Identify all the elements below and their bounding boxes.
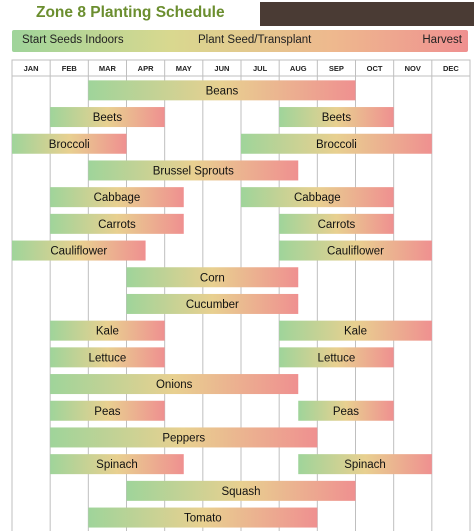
bar-label-lettuce-1: Lettuce	[89, 352, 127, 364]
bar-broccoli-2	[241, 133, 432, 154]
bar-squash-1	[126, 480, 356, 501]
month-label-sep: SEP	[329, 64, 344, 73]
bar-spinach-1	[50, 454, 184, 475]
bar-label-beans-1: Beans	[206, 85, 239, 97]
bar-lettuce-1	[50, 347, 165, 368]
month-label-apr: APR	[138, 64, 154, 73]
legend-start-indoors: Start Seeds Indoors	[22, 34, 124, 46]
bar-label-onions-1: Onions	[156, 379, 193, 391]
bar-peas-1	[50, 400, 165, 421]
bar-cabbage-2	[241, 187, 394, 208]
bar-spinach-2	[298, 454, 432, 475]
month-label-jan: JAN	[24, 64, 39, 73]
bar-label-cucumber-1: Cucumber	[186, 299, 239, 311]
month-label-feb: FEB	[62, 64, 78, 73]
bar-kale-2	[279, 320, 432, 341]
bar-cauliflower-1	[12, 240, 146, 261]
legend-plant: Plant Seed/Transplant	[198, 34, 312, 46]
bar-tomato-1	[88, 507, 318, 528]
bar-label-spinach-1: Spinach	[96, 459, 138, 471]
bar-label-kale-2: Kale	[344, 326, 367, 338]
chart-title: Zone 8 Planting Schedule	[36, 4, 225, 21]
bar-kale-1	[50, 320, 165, 341]
bar-label-kale-1: Kale	[96, 326, 119, 338]
month-label-oct: OCT	[367, 64, 383, 73]
bar-label-beets-1: Beets	[93, 112, 123, 124]
month-label-jul: JUL	[253, 64, 268, 73]
bar-broccoli-1	[12, 133, 127, 154]
bar-onions-1	[50, 374, 299, 395]
bar-cauliflower-2	[279, 240, 432, 261]
bar-brussel-sprouts-1	[88, 160, 299, 181]
bar-label-beets-2: Beets	[322, 112, 352, 124]
bar-label-tomato-1: Tomato	[184, 513, 222, 525]
bar-label-cabbage-2: Cabbage	[294, 192, 341, 204]
bar-label-carrots-2: Carrots	[318, 219, 356, 231]
month-label-may: MAY	[176, 64, 192, 73]
bar-label-broccoli-2: Broccoli	[316, 139, 357, 151]
month-label-dec: DEC	[443, 64, 459, 73]
bar-carrots-2	[279, 213, 394, 234]
bar-lettuce-2	[279, 347, 394, 368]
bar-cabbage-1	[50, 187, 184, 208]
bar-label-carrots-1: Carrots	[98, 219, 136, 231]
bar-label-peppers-1: Peppers	[162, 432, 205, 444]
month-label-jun: JUN	[214, 64, 229, 73]
bar-cucumber-1	[126, 293, 299, 314]
legend-harvest: Harvest	[422, 34, 462, 46]
bar-label-broccoli-1: Broccoli	[49, 139, 90, 151]
bar-corn-1	[126, 267, 299, 288]
bar-label-squash-1: Squash	[221, 486, 260, 498]
bar-label-cabbage-1: Cabbage	[94, 192, 141, 204]
bar-label-cauliflower-1: Cauliflower	[50, 246, 107, 258]
month-label-nov: NOV	[405, 64, 421, 73]
bar-carrots-1	[50, 213, 184, 234]
bar-label-cauliflower-2: Cauliflower	[327, 246, 384, 258]
bar-label-peas-2: Peas	[333, 406, 359, 418]
bar-label-brussel-sprouts-1: Brussel Sprouts	[153, 165, 234, 177]
bar-label-spinach-2: Spinach	[344, 459, 386, 471]
legend-gradient-bar	[12, 30, 468, 52]
bar-label-lettuce-2: Lettuce	[318, 352, 356, 364]
bar-label-peas-1: Peas	[94, 406, 120, 418]
bar-beets-1	[50, 107, 165, 128]
bar-beets-2	[279, 107, 394, 128]
bar-beans-1	[88, 80, 356, 101]
header-accent-bar	[260, 2, 474, 26]
bar-peas-2	[298, 400, 394, 421]
bar-label-corn-1: Corn	[200, 272, 225, 284]
month-label-aug: AUG	[290, 64, 307, 73]
month-label-mar: MAR	[99, 64, 117, 73]
bar-peppers-1	[50, 427, 318, 448]
